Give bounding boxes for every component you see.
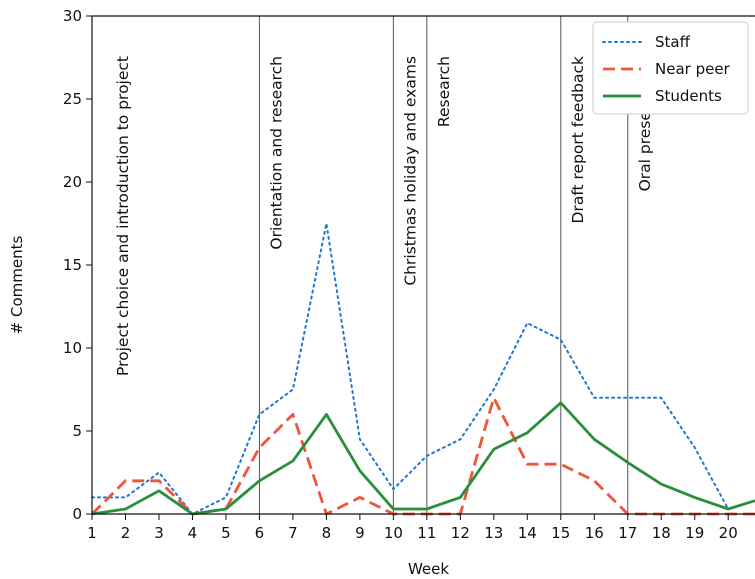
y-tick-label: 25 — [63, 90, 82, 108]
x-axis-label: Week — [408, 560, 449, 578]
x-tick-label: 13 — [484, 524, 503, 542]
series-line-near-peer — [91, 396, 755, 516]
legend-label: Near peer — [655, 60, 731, 78]
y-axis-label: # Comments — [8, 236, 26, 335]
x-tick-label: 14 — [518, 524, 537, 542]
phase-label: Research — [435, 56, 453, 127]
phase-label: Draft report feedback — [569, 56, 587, 223]
x-tick-label: 16 — [585, 524, 604, 542]
legend: Staff Near peer Students — [592, 21, 749, 115]
y-tick-label: 30 — [63, 7, 82, 25]
phase-label: Orientation and research — [267, 56, 285, 250]
y-tick-label: 0 — [72, 505, 82, 523]
x-tick-label: 19 — [685, 524, 704, 542]
x-tick-label: 12 — [451, 524, 470, 542]
x-tick-label: 18 — [652, 524, 671, 542]
x-tick-label: 20 — [719, 524, 738, 542]
series-line-staff — [91, 222, 755, 515]
x-tick-label: 9 — [355, 524, 365, 542]
x-tick-label: 1 — [87, 524, 97, 542]
legend-box — [592, 21, 749, 115]
series-line-students — [91, 401, 755, 516]
phase-label: Christmas holiday and exams — [401, 56, 419, 286]
x-tick-label: 7 — [288, 524, 298, 542]
y-tick-label: 20 — [63, 173, 82, 191]
phase-label: Project choice and introduction to proje… — [114, 56, 132, 376]
x-tick-label: 10 — [384, 524, 403, 542]
y-tick-label: 5 — [72, 422, 82, 440]
y-tick-label: 10 — [63, 339, 82, 357]
series-layer — [91, 222, 755, 516]
x-tick-label: 8 — [322, 524, 332, 542]
phase-layer: Project choice and introduction to proje… — [114, 16, 654, 514]
x-tick-label: 2 — [121, 524, 131, 542]
x-tick-label: 6 — [255, 524, 265, 542]
x-tick-label: 4 — [188, 524, 198, 542]
x-tick-label: 17 — [618, 524, 637, 542]
x-tick-label: 5 — [221, 524, 231, 542]
legend-label: Students — [655, 87, 722, 105]
x-tick-label: 3 — [154, 524, 164, 542]
x-tick-label: 15 — [551, 524, 570, 542]
y-tick-label: 15 — [63, 256, 82, 274]
x-tick-label: 11 — [417, 524, 436, 542]
legend-label: Staff — [655, 33, 691, 51]
